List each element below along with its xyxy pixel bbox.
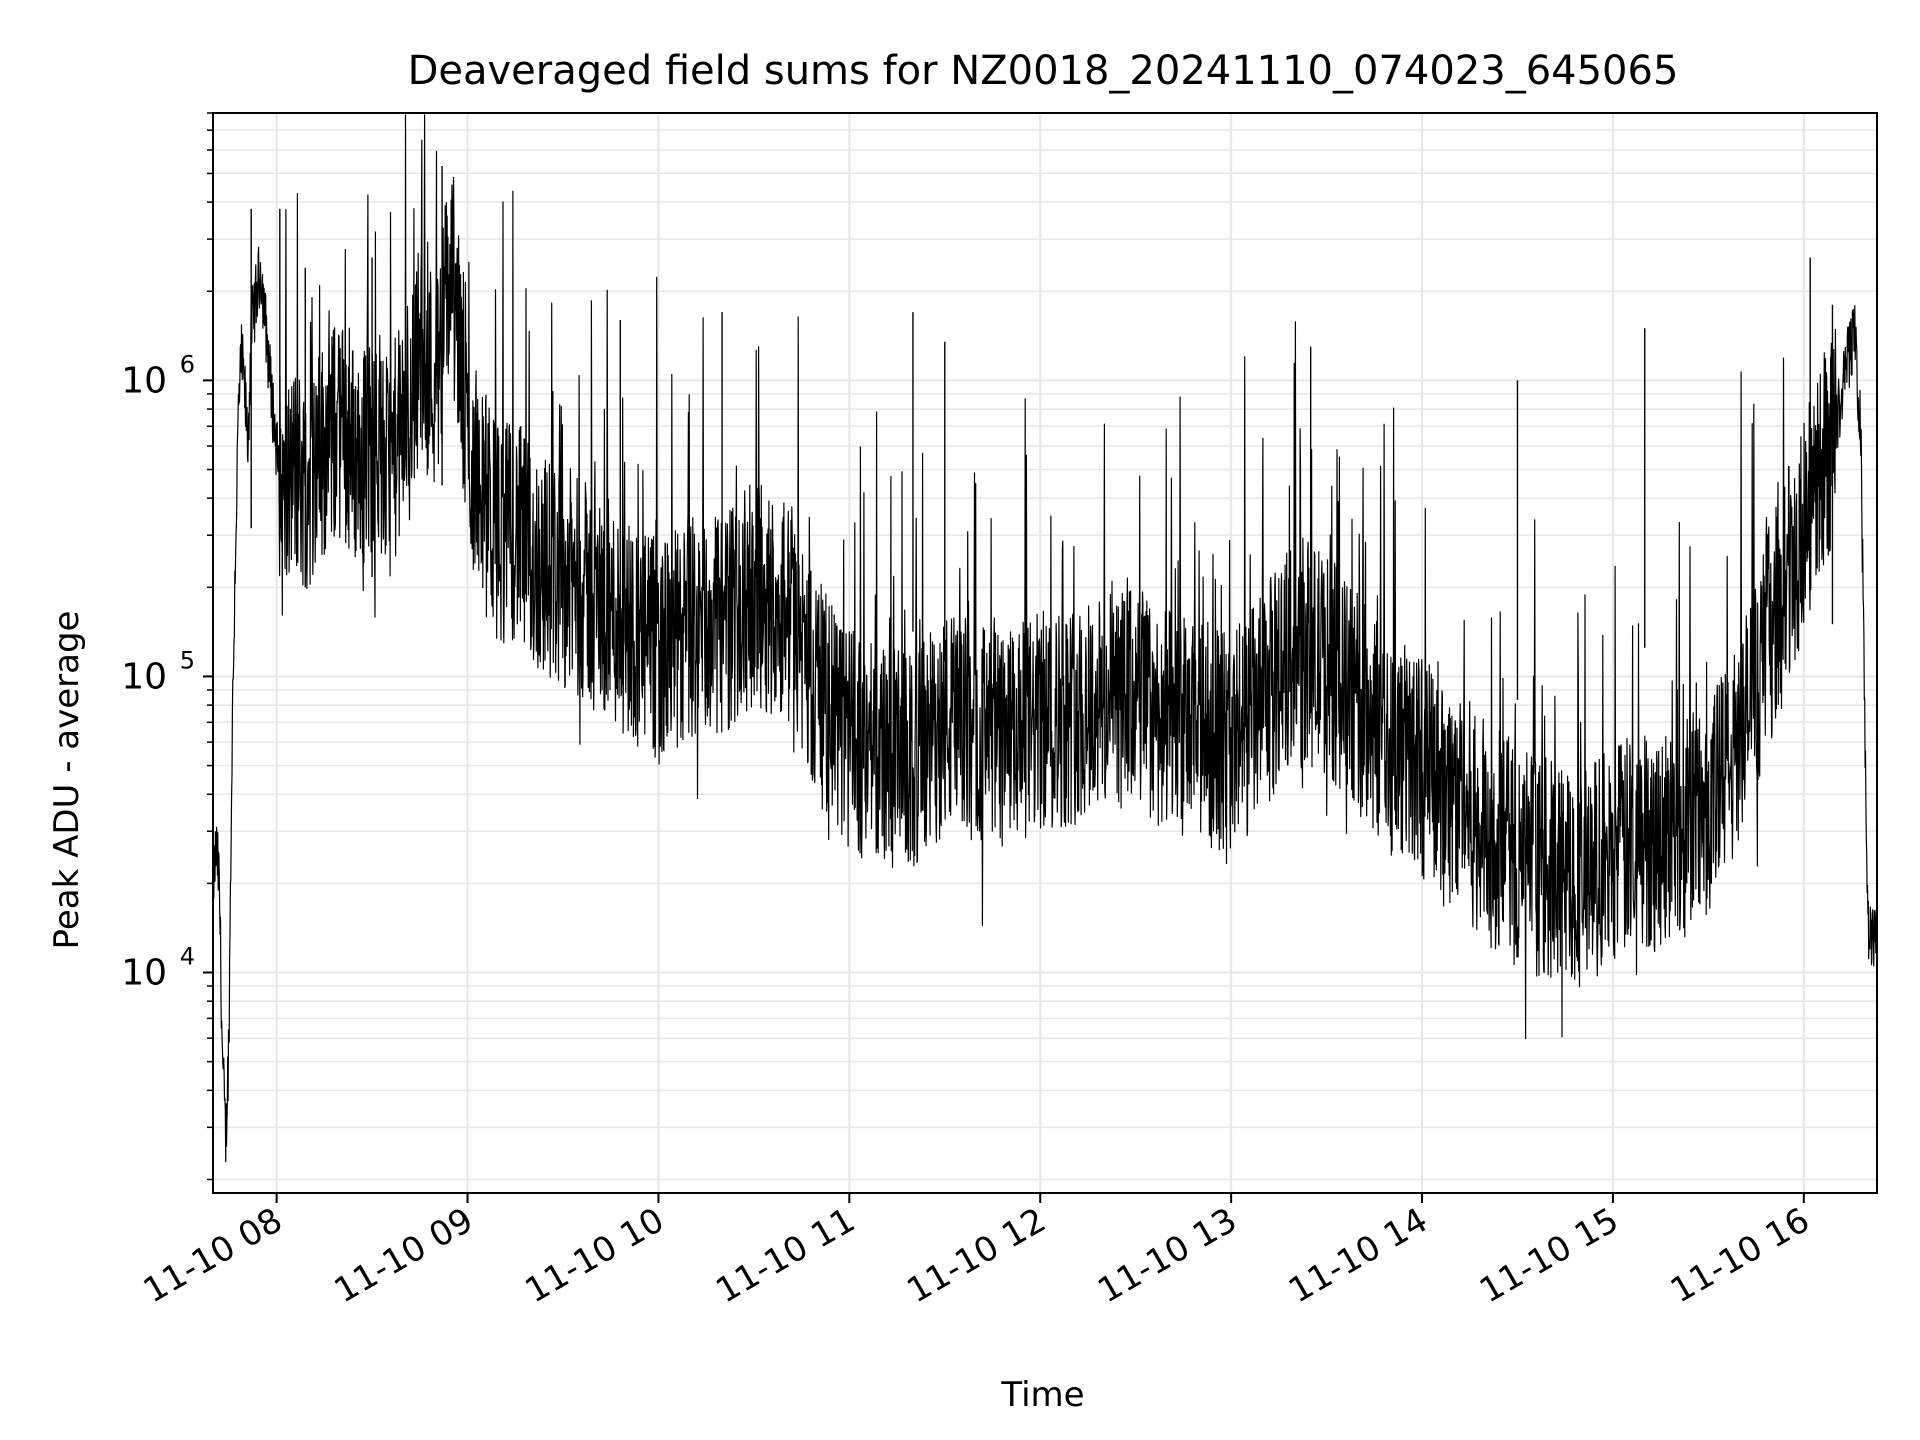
x-axis-label: Time <box>1000 1375 1084 1415</box>
y-tick-exponent: 4 <box>180 943 195 971</box>
chart-title: Deaveraged field sums for NZ0018_2024111… <box>408 48 1679 94</box>
y-tick-exponent: 6 <box>180 350 195 378</box>
y-tick-label: 10 <box>121 953 167 994</box>
y-tick-label: 10 <box>121 360 167 401</box>
plot-area <box>212 114 1878 1163</box>
y-axis-ticks: 10 4 10 5 10 6 <box>121 112 213 1181</box>
y-tick-label: 10 <box>121 656 167 697</box>
series-line <box>212 114 1878 1163</box>
y-tick-exponent: 5 <box>180 646 195 674</box>
y-axis-label: Peak ADU - average <box>47 611 87 950</box>
axes-frame <box>212 112 1878 1194</box>
